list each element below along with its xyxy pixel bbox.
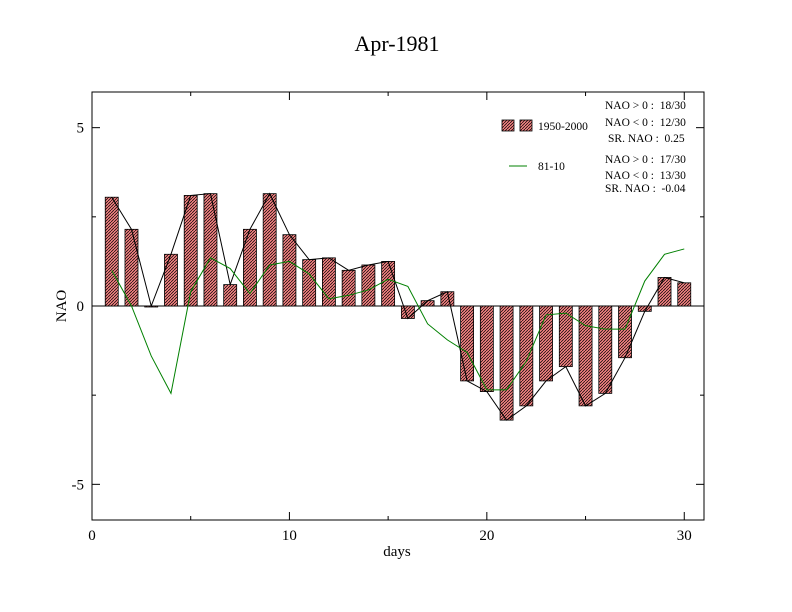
bar [262,193,277,307]
bar [519,305,534,407]
stats-group-1: NAO > 0 : 18/30 NAO < 0 : 12/30 SR. NAO … [605,100,686,145]
stats-2-line-2: NAO < 0 : 13/30 [605,170,686,182]
stats-1-line-1: NAO > 0 : 18/30 [605,100,686,112]
bar [499,305,514,421]
bar-series [104,193,692,421]
bar [282,234,297,307]
legend-swatch-bar-right [519,119,533,132]
legend: 1950-2000 81-10 [501,119,588,173]
bar [164,253,178,307]
stats-2-line-3: SR. NAO : -0.04 [605,183,686,195]
bar [302,259,317,307]
bar [381,261,396,307]
stats-2-line-1: NAO > 0 : 17/30 [605,154,686,166]
bar [598,305,613,394]
legend-label-series-1: 1950-2000 [538,121,588,133]
stats-1-line-2: NAO < 0 : 12/30 [605,117,686,129]
y-tick-label: -5 [72,477,85,493]
bar [203,193,218,307]
bar [104,196,119,307]
bar [361,264,376,307]
bar [183,195,198,307]
y-axis-label: NAO [54,290,70,323]
x-axis-label: days [383,544,411,560]
series-81-10-line [111,248,685,395]
bar [400,305,415,319]
stats-1-line-3: SR. NAO : 0.25 [608,133,685,145]
legend-label-series-2: 81-10 [538,161,565,173]
chart-title: Apr-1981 [354,31,439,56]
x-tick-label: 20 [479,528,494,544]
series-1950-2000-line [111,192,685,421]
bar [124,228,139,307]
y-tick-label: 0 [77,299,85,315]
bar [657,277,672,307]
x-tick-label: 10 [282,528,297,544]
x-tick-label: 0 [88,528,96,544]
stats-group-2: NAO > 0 : 17/30 NAO < 0 : 13/30 SR. NAO … [605,154,686,195]
y-tick-label: 5 [77,121,85,137]
x-tick-label: 30 [677,528,692,544]
bar [578,305,593,407]
bar [341,269,356,307]
legend-swatch-bar-left [501,119,515,132]
bar [460,305,474,382]
bar [223,284,238,307]
bar [618,305,632,359]
bar [479,305,494,392]
bar [539,305,553,382]
line-series [111,192,685,421]
bar [558,305,573,368]
bar [677,282,692,307]
